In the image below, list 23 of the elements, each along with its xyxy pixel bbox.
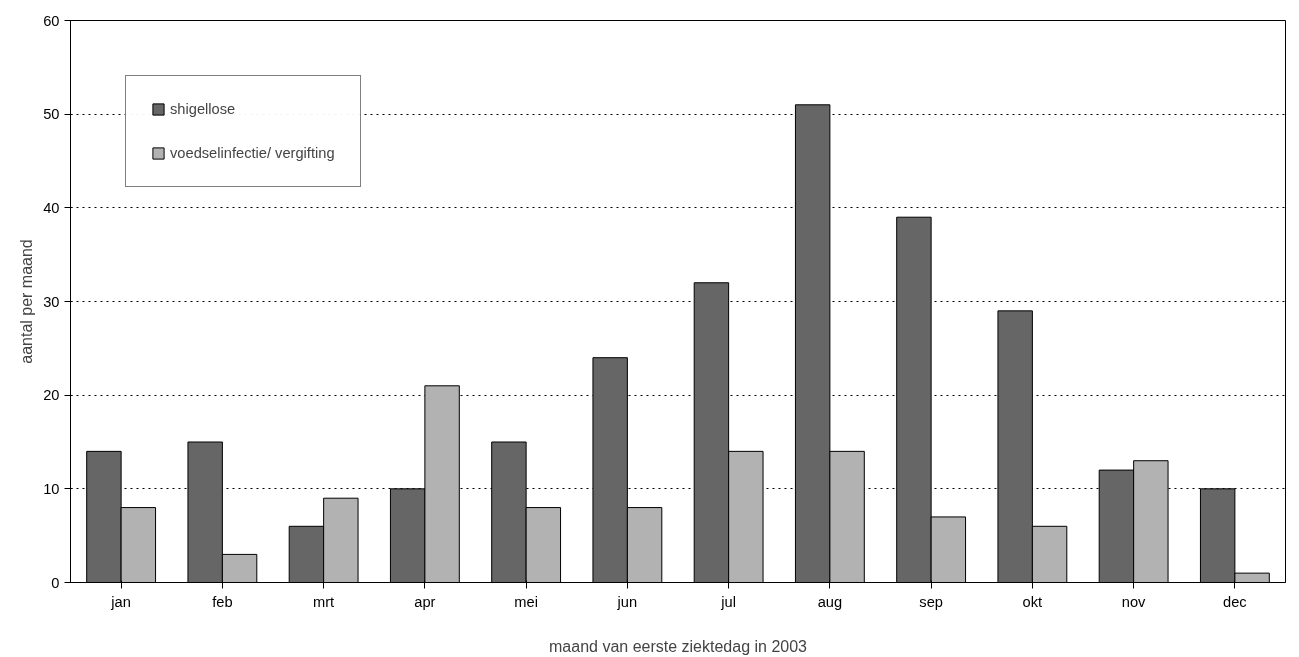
x-tick-label: apr <box>414 593 436 610</box>
y-axis-title: aantal per maand <box>18 239 36 364</box>
x-axis-title: maand van eerste ziektedag in 2003 <box>549 637 808 655</box>
x-tick-label: dec <box>1223 593 1247 610</box>
x-tick-label: jan <box>110 593 131 610</box>
x-tick-label: okt <box>1022 593 1043 610</box>
x-tick-label: jul <box>720 593 736 610</box>
legend-label: voedselinfectie/ vergifting <box>170 145 335 161</box>
y-tick-label: 0 <box>51 574 60 591</box>
x-tick-label: mrt <box>313 593 335 610</box>
legend-label: shigellose <box>170 101 236 117</box>
y-tick-label: 50 <box>43 106 60 123</box>
x-tick-label: sep <box>919 593 943 610</box>
y-tick-label: 40 <box>43 199 60 216</box>
x-tick-label: mei <box>514 593 538 610</box>
y-tick-label: 30 <box>43 293 60 310</box>
y-tick-label: 10 <box>43 480 60 497</box>
y-tick-label: 60 <box>43 12 60 29</box>
x-tick-label: nov <box>1121 593 1147 610</box>
x-tick-label: aug <box>817 593 843 610</box>
x-tick-label: feb <box>212 593 233 610</box>
y-tick-label: 20 <box>43 387 60 404</box>
x-tick-label: jun <box>616 593 638 610</box>
